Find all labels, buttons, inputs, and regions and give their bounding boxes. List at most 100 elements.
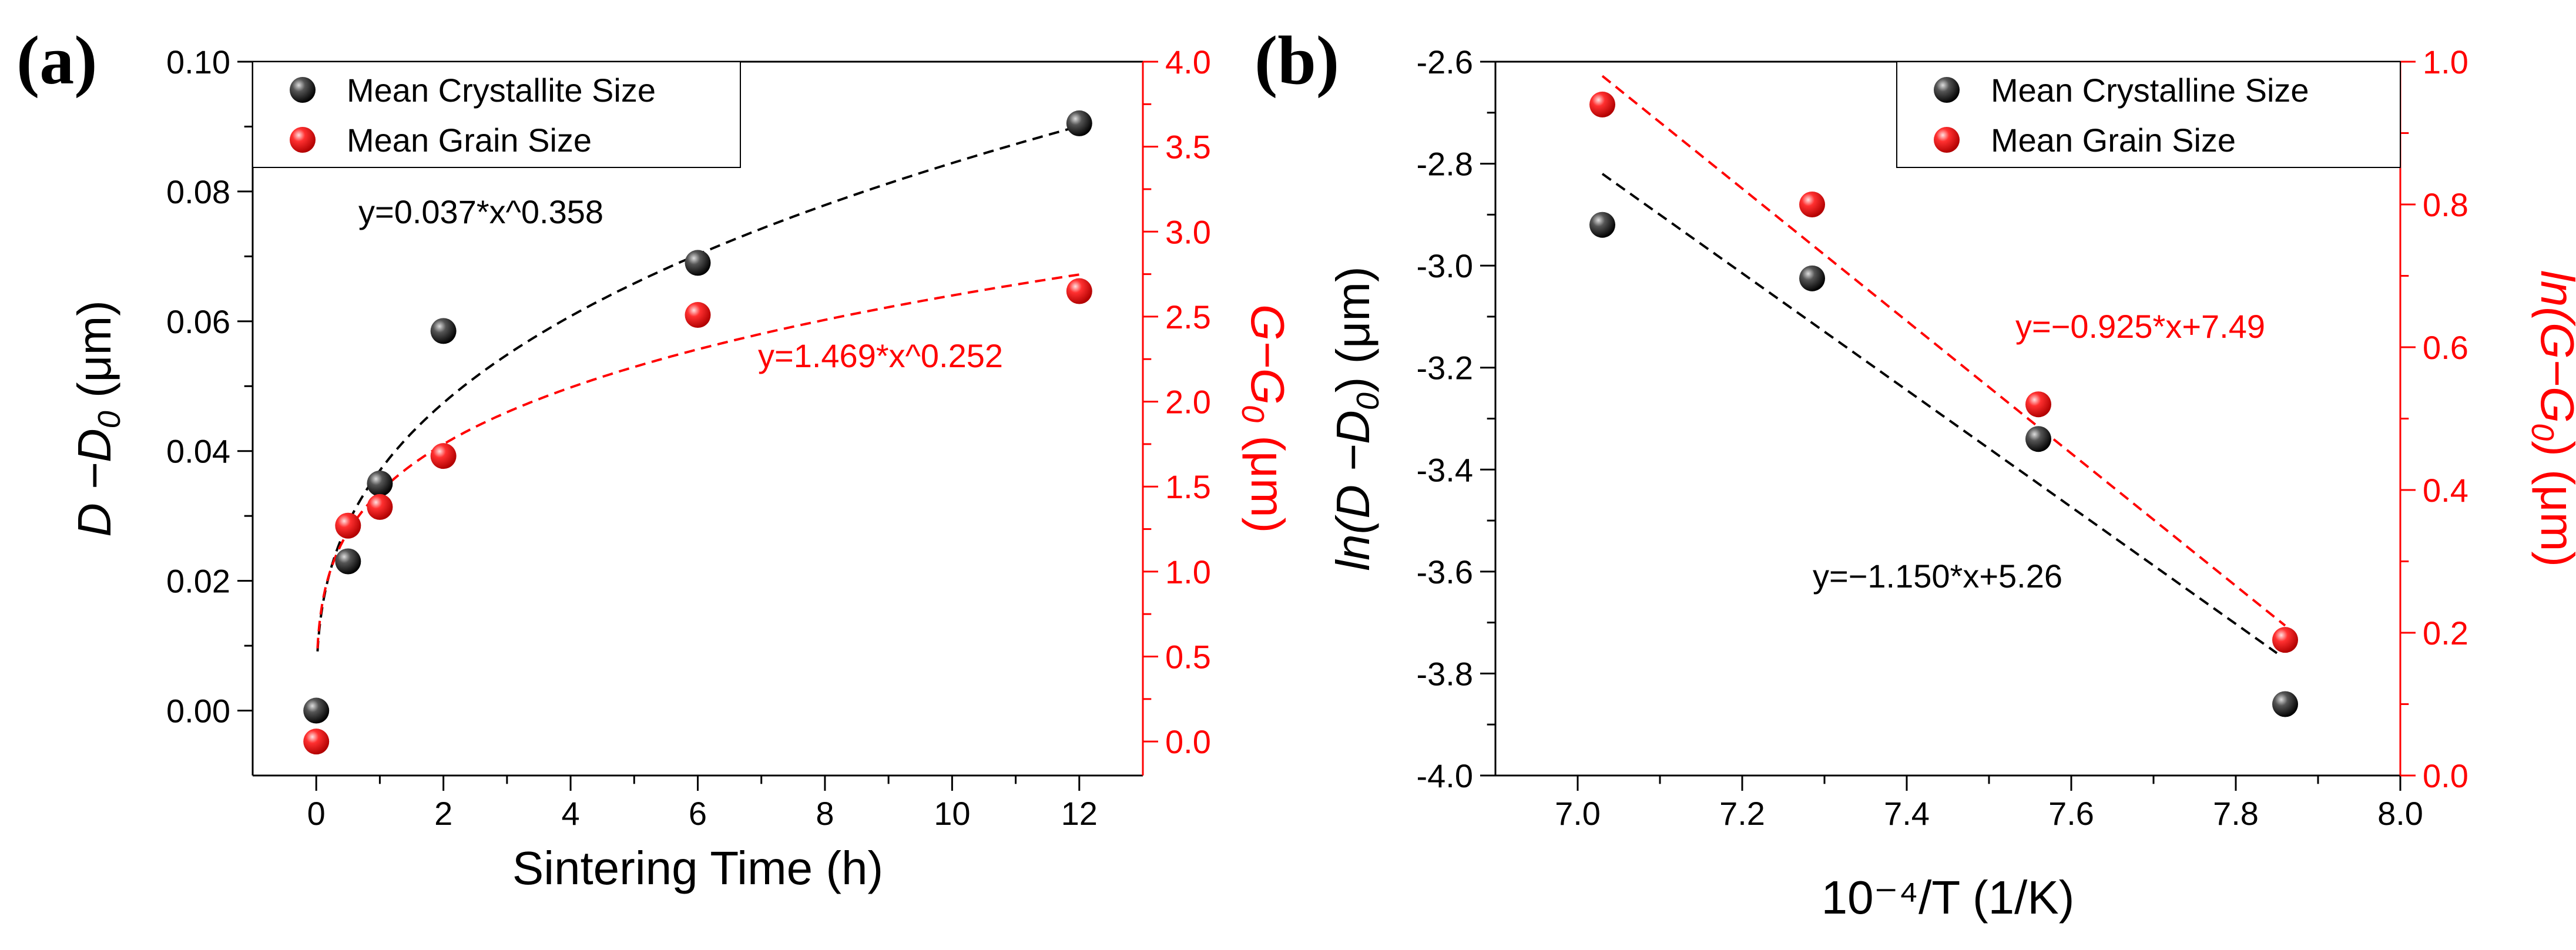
legend-marker-red [1934, 127, 1960, 153]
y-left-label-unit: ) (μm) [1327, 266, 1379, 392]
legend-entry-label: Mean Crystalline Size [1991, 72, 2309, 109]
fit-equation-label: y=−0.925*x+7.49 [2015, 308, 2265, 345]
x-tick-label: 10 [934, 795, 970, 832]
y-right-tick-label: 0.0 [2423, 757, 2468, 794]
y-right-tick-label: 0.2 [2423, 615, 2468, 652]
data-point-red [367, 494, 393, 520]
x-tick-label: 0 [307, 795, 326, 832]
fit-curve-red [1601, 75, 2286, 627]
legend-box [1896, 61, 2401, 168]
y-left-tick-label: -2.8 [1417, 146, 1474, 183]
data-point-black [2025, 426, 2051, 452]
y-right-tick-label: 3.0 [1165, 213, 1211, 250]
y-right-tick-label: 0.4 [2423, 472, 2468, 509]
fit-equation-label: y=−1.150*x+5.26 [1813, 558, 2062, 595]
legend-marker-black [290, 77, 316, 103]
fit-equation-label: y=0.037*x^0.358 [358, 193, 603, 230]
y-left-tick-label: 0.04 [166, 433, 230, 470]
y-left-tick-label: -2.6 [1417, 43, 1474, 80]
y-left-tick-label: -3.0 [1417, 247, 1474, 284]
panel-b: (b) 7.0 7.2 7.4 7.6 7.8 8.0 -4.0 -3.8 -3.6 -3.4 -3.… [1255, 22, 2576, 924]
y-right-tick-label: 2.5 [1165, 298, 1211, 335]
y-right-tick-label: 0.6 [2423, 329, 2468, 366]
y-right-tick-label: 1.5 [1165, 468, 1211, 505]
y-right-tick-label: 0.5 [1165, 639, 1211, 676]
data-point-red [2272, 627, 2298, 653]
y-right-tick-label: 0.8 [2423, 186, 2468, 223]
y-left-label-unit: (μm) [68, 300, 120, 411]
legend-entry-label: Mean Grain Size [1991, 122, 2236, 159]
data-point-red [335, 512, 361, 539]
y-axis-label-left: D −D0 (μm) [68, 300, 127, 537]
y-right-tick-label: 1.0 [1165, 553, 1211, 590]
x-axis-label: 10⁻⁴/T (1/K) [1822, 871, 2075, 924]
x-axis-label: Sintering Time (h) [512, 842, 883, 894]
data-point-black [1589, 212, 1615, 238]
y-left-label-main: ln(D −D [1327, 410, 1379, 570]
x-tick-label: 7.4 [1884, 795, 1930, 832]
y-right-label-main: G−G [1242, 304, 1294, 405]
data-point-black [1799, 265, 1825, 291]
data-point-red [1066, 278, 1092, 304]
data-point-red [303, 729, 330, 755]
data-point-black [303, 697, 330, 724]
y-left-tick-label: -4.0 [1417, 757, 1474, 794]
y-right-tick-label: 2.0 [1165, 384, 1211, 421]
panel-label: (b) [1255, 22, 1339, 99]
y-left-tick-label: -3.8 [1417, 655, 1474, 692]
y-left-tick-label: 0.10 [166, 43, 230, 80]
x-tick-label: 4 [561, 795, 579, 832]
legend-marker-black [1934, 77, 1960, 103]
data-point-red [1589, 91, 1615, 118]
y-left-tick-label: -3.6 [1417, 553, 1474, 590]
legend-box [252, 61, 741, 168]
y-right-label-unit: (μm) [1242, 422, 1294, 533]
x-tick-label: 7.2 [1719, 795, 1765, 832]
panel-label: (a) [16, 22, 98, 99]
y-right-label-unit: ) (μm) [2531, 441, 2576, 567]
data-point-red [685, 302, 711, 328]
y-left-label-sub: 0 [92, 411, 127, 428]
fit-curve-black [316, 125, 1080, 652]
y-right-label-main: ln(G−G [2531, 270, 2576, 423]
y-right-tick-label: 1.0 [2423, 43, 2468, 80]
data-point-red [1799, 192, 1825, 217]
data-point-black [367, 470, 393, 496]
panel-a: (a)0 2 4 6 8 10 120.000.020.040.060.080.100.00… [16, 22, 1294, 894]
data-point-black [685, 250, 711, 276]
y-right-tick-label: 3.5 [1165, 129, 1211, 166]
y-left-tick-label: 0.00 [166, 693, 230, 730]
y-left-tick-label: -3.2 [1417, 350, 1474, 387]
x-tick-label: 8 [816, 795, 834, 832]
legend-entry-label: Mean Crystallite Size [347, 72, 656, 109]
y-axis-label-left: ln(D −D0) (μm) [1327, 266, 1386, 570]
y-left-tick-label: 0.06 [166, 303, 230, 340]
x-tick-label: 7.6 [2048, 795, 2094, 832]
y-left-tick-label: -3.4 [1417, 451, 1474, 488]
data-point-black [2272, 691, 2298, 717]
data-point-black [1066, 110, 1092, 136]
fit-equation-label: y=1.469*x^0.252 [758, 337, 1003, 374]
fit-curve-black [1601, 173, 2278, 654]
data-point-red [430, 443, 457, 469]
y-right-label-sub: 0 [1235, 405, 1270, 422]
x-tick-label: 6 [689, 795, 707, 832]
y-left-label-main: D −D [68, 428, 120, 537]
legend-entry-label: Mean Grain Size [347, 122, 592, 159]
x-tick-label: 7.8 [2213, 795, 2259, 832]
data-point-black [335, 548, 361, 575]
y-left-label-sub: 0 [1350, 392, 1386, 410]
data-point-red [2025, 391, 2051, 418]
x-tick-label: 2 [434, 795, 452, 832]
data-point-black [430, 318, 457, 344]
y-right-tick-label: 4.0 [1165, 43, 1211, 80]
legend-marker-red [290, 127, 316, 153]
x-tick-label: 7.0 [1555, 795, 1601, 832]
y-axis-label-right: ln(G−G0) (μm) [2525, 270, 2576, 567]
y-axis-label-right: G−G0 (μm) [1235, 304, 1294, 533]
y-right-tick-label: 0.0 [1165, 723, 1211, 760]
x-tick-label: 8.0 [2377, 795, 2423, 832]
x-tick-label: 12 [1061, 795, 1098, 832]
